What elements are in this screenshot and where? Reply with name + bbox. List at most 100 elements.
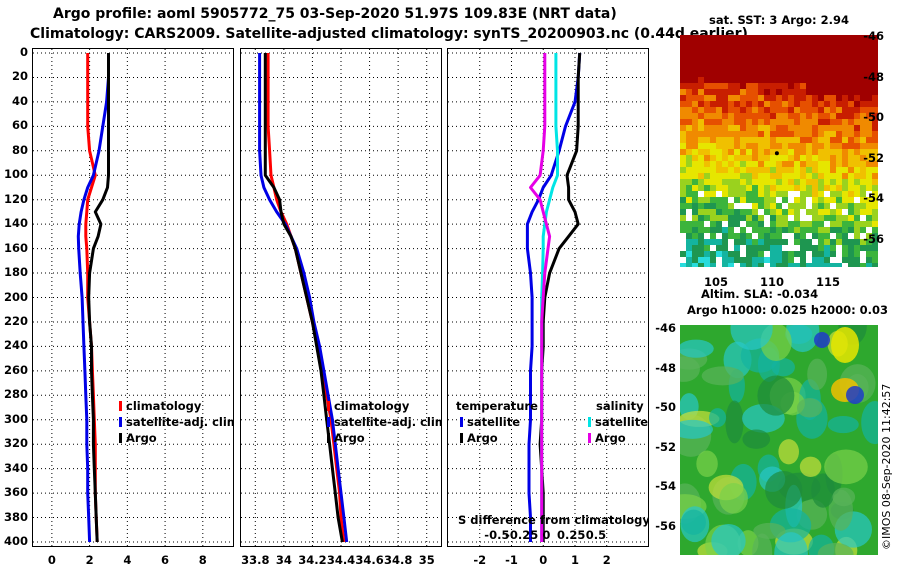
sst-cell xyxy=(734,107,740,113)
sst-cell xyxy=(848,125,854,131)
sst-cell xyxy=(866,59,872,65)
sst-cell xyxy=(860,197,866,203)
sla-eddy xyxy=(861,401,878,445)
sst-cell xyxy=(788,137,794,143)
sst-cell xyxy=(782,83,788,89)
sst-cell xyxy=(860,257,866,263)
sst-cell xyxy=(800,113,806,119)
sst-cell xyxy=(704,167,710,173)
sst-cell xyxy=(812,83,818,89)
sst-cell xyxy=(830,95,836,101)
sst-cell xyxy=(752,227,758,233)
sst-cell xyxy=(782,107,788,113)
temperature-title-label: temperature xyxy=(456,399,538,413)
sst-cell xyxy=(872,149,878,155)
secondary-x-tick-label: 0.5 xyxy=(585,528,607,542)
sst-cell xyxy=(722,131,728,137)
sst-cell xyxy=(872,77,878,83)
sst-cell xyxy=(770,107,776,113)
sst-cell xyxy=(722,137,728,143)
sst-cell xyxy=(806,107,812,113)
sst-cell xyxy=(806,35,812,41)
sst-cell xyxy=(704,143,710,149)
sst-cell xyxy=(698,209,704,215)
sst-cell xyxy=(848,233,854,239)
climatology-title: Climatology: CARS2009. Satellite-adjuste… xyxy=(30,26,748,42)
sst-cell xyxy=(680,185,686,191)
sst-cell xyxy=(734,149,740,155)
sst-cell xyxy=(710,95,716,101)
sst-cell xyxy=(680,59,686,65)
sst-cell xyxy=(854,173,860,179)
sst-map-image xyxy=(680,35,878,267)
sst-cell xyxy=(746,245,752,251)
sst-cell xyxy=(740,83,746,89)
sst-cell xyxy=(710,167,716,173)
sst-cell xyxy=(764,155,770,161)
sst-cell xyxy=(812,191,818,197)
sst-cell xyxy=(680,119,686,125)
sst-cell xyxy=(680,203,686,209)
sst-cell xyxy=(806,221,812,227)
sst-lat-tick-label: -54 xyxy=(863,191,884,205)
sst-cell xyxy=(860,143,866,149)
sst-cell xyxy=(842,53,848,59)
sst-cell xyxy=(734,155,740,161)
sst-cell xyxy=(740,89,746,95)
sst-cell xyxy=(722,125,728,131)
sst-cell xyxy=(866,89,872,95)
sla-eddy xyxy=(753,522,786,539)
sst-cell xyxy=(842,71,848,77)
sst-cell xyxy=(728,167,734,173)
sla-map-image xyxy=(680,325,878,555)
sst-cell xyxy=(770,137,776,143)
sst-cell xyxy=(716,137,722,143)
sst-cell xyxy=(746,143,752,149)
sst-cell xyxy=(782,41,788,47)
x-tick-label: 34.6 xyxy=(355,553,384,567)
sst-cell xyxy=(764,137,770,143)
sst-cell xyxy=(854,209,860,215)
sst-lat-tick-label: -52 xyxy=(863,150,884,165)
sst-cell xyxy=(776,263,782,267)
sst-cell xyxy=(722,197,728,203)
legend2-argo-label: Argo xyxy=(334,431,365,445)
sst-cell xyxy=(686,131,692,137)
sst-cell xyxy=(710,209,716,215)
sst-cell xyxy=(824,203,830,209)
x-tick-label: 6 xyxy=(161,553,170,567)
sst-cell xyxy=(752,263,758,267)
sst-cell xyxy=(758,167,764,173)
sst-cell xyxy=(686,149,692,155)
sst-cell xyxy=(872,179,878,185)
sst-cell xyxy=(716,257,722,263)
sst-cell xyxy=(722,71,728,77)
sst-cell xyxy=(854,245,860,251)
sst-cell xyxy=(824,131,830,137)
sst-cell xyxy=(800,137,806,143)
sst-cell xyxy=(776,95,782,101)
sst-cell xyxy=(746,113,752,119)
sst-cell xyxy=(830,125,836,131)
sst-cell xyxy=(872,125,878,131)
sst-cell xyxy=(776,41,782,47)
sst-cell xyxy=(728,53,734,59)
sst-cell xyxy=(764,167,770,173)
sst-cell xyxy=(866,101,872,107)
sst-cell xyxy=(698,215,704,221)
sst-cell xyxy=(788,125,794,131)
sst-cell xyxy=(854,257,860,263)
sst-cell xyxy=(842,233,848,239)
sst-cell xyxy=(734,35,740,41)
sst-cell xyxy=(818,119,824,125)
sst-cell xyxy=(776,203,782,209)
sst-cell xyxy=(794,155,800,161)
sst-cell xyxy=(686,53,692,59)
x-tick-label: 35 xyxy=(418,553,435,567)
sst-cell xyxy=(836,137,842,143)
sst-cell xyxy=(818,143,824,149)
sst-cell xyxy=(758,263,764,267)
sst-cell xyxy=(782,119,788,125)
sst-cell xyxy=(680,245,686,251)
depth-tick-label: 400 xyxy=(3,534,28,548)
